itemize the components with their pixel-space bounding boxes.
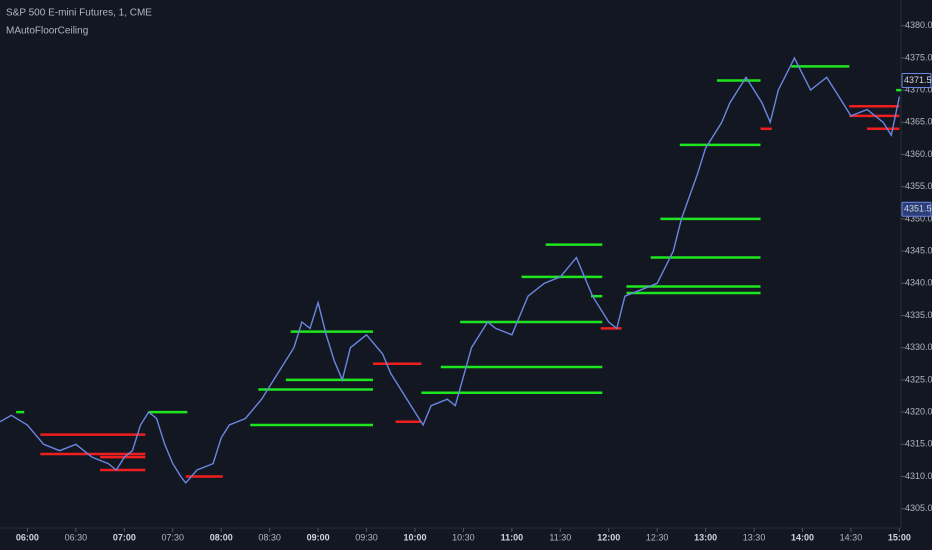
x-tick-label: 06:30 [65,532,88,542]
y-tick-label: 4315.00 [905,439,932,449]
x-tick-label: 14:30 [840,532,863,542]
price-label: 4351.50 [904,204,932,214]
y-tick-label: 4380.00 [905,20,932,30]
x-tick-label: 07:30 [162,532,185,542]
y-tick-label: 4335.00 [905,310,932,320]
x-tick-label: 12:30 [646,532,669,542]
x-tick-label: 06:00 [16,532,39,542]
price-label-box [901,72,932,88]
x-tick-label: 13:00 [694,532,717,542]
x-tick-label: 12:00 [597,532,620,542]
x-tick-label: 10:30 [452,532,475,542]
x-tick-label: 08:30 [258,532,281,542]
y-tick-label: 4345.00 [905,245,932,255]
x-tick-label: 09:30 [355,532,378,542]
x-tick-label: 14:00 [791,532,814,542]
price-line [0,56,901,485]
x-tick-label: 11:30 [549,532,571,542]
x-tick-label: 09:00 [307,532,330,542]
price-label-box [901,201,932,217]
y-tick-label: 4330.00 [905,342,932,352]
x-tick-label: 07:00 [113,532,136,542]
y-tick-label: 4340.00 [905,278,932,288]
x-tick-label: 13:30 [743,532,766,542]
y-tick-label: 4350.00 [905,213,932,223]
y-tick-label: 4355.00 [905,181,932,191]
indicator-name: MAutoFloorCeiling [6,26,88,37]
y-tick-label: 4375.00 [905,52,932,62]
y-tick-label: 4325.00 [905,374,932,384]
x-tick-label: 10:00 [403,532,426,542]
y-tick-label: 4365.00 [905,117,932,127]
y-tick-label: 4370.00 [905,85,932,95]
y-tick-label: 4310.00 [905,471,932,481]
y-tick-label: 4360.00 [905,149,932,159]
x-tick-label: 08:00 [210,532,233,542]
y-tick-label: 4320.00 [905,406,932,416]
chart-title: S&P 500 E-mini Futures, 1, CME [6,8,152,19]
x-tick-label: 15:00 [888,532,911,542]
x-tick-label: 11:00 [501,532,524,542]
y-tick-label: 4305.00 [905,503,932,513]
price-label: 4371.50 [904,75,932,85]
